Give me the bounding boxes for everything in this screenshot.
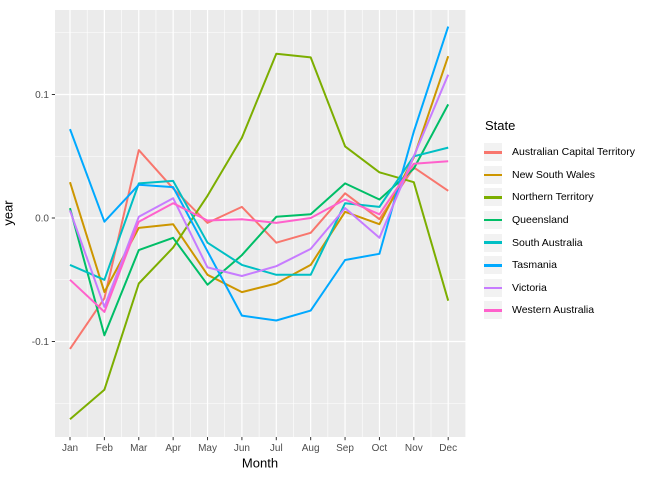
y-tick-label: 0.0 xyxy=(35,214,49,225)
legend-key-line xyxy=(484,309,502,312)
legend-item-label: Northern Territory xyxy=(512,191,594,204)
legend-key xyxy=(484,278,502,297)
legend-item-label: Queensland xyxy=(512,214,569,227)
x-tick-label: Jun xyxy=(234,443,250,454)
series-line-south-australia xyxy=(69,146,449,281)
series-line-victoria xyxy=(69,74,450,308)
y-axis-title: year xyxy=(0,200,16,226)
legend-item-label: New South Wales xyxy=(512,168,596,181)
legend-item: Tasmania xyxy=(484,254,635,277)
legend-item-label: Tasmania xyxy=(512,259,557,272)
x-tick-label: May xyxy=(198,443,217,454)
x-tick-label: Jan xyxy=(62,443,78,454)
x-tick-label: Dec xyxy=(439,443,457,454)
x-axis-title: Month xyxy=(241,455,279,471)
legend-key-line xyxy=(484,196,502,199)
legend-items: Australian Capital Territory New South Wa… xyxy=(484,141,635,322)
y-tick-label: 0.1 xyxy=(35,90,49,101)
legend-item-label: South Australia xyxy=(512,236,583,249)
x-tick-label: Nov xyxy=(405,443,423,454)
legend-key-line xyxy=(484,286,502,290)
legend-key-line xyxy=(484,151,502,154)
series-line-tasmania xyxy=(69,26,450,322)
legend-key-line xyxy=(484,173,502,177)
x-tick-label: Oct xyxy=(372,443,388,454)
legend-item: Victoria xyxy=(484,277,635,300)
legend-item-label: Australian Capital Territory xyxy=(512,146,635,159)
legend-key xyxy=(484,301,502,320)
legend-key xyxy=(484,211,502,230)
x-tick-label: Aug xyxy=(302,443,320,454)
plot-panel xyxy=(55,10,466,437)
legend-item-label: Victoria xyxy=(512,281,547,294)
series-line-australian-capital-territory xyxy=(69,149,449,350)
legend-key xyxy=(484,233,502,252)
y-tick-label: -0.1 xyxy=(32,337,50,348)
legend-key xyxy=(484,188,502,207)
legend-item: Queensland xyxy=(484,209,635,232)
x-tick-label: Mar xyxy=(130,443,148,454)
legend-item: Western Australia xyxy=(484,299,635,322)
legend-key xyxy=(484,165,502,184)
legend-item: Australian Capital Territory xyxy=(484,141,635,164)
x-tick-label: Sep xyxy=(336,443,354,454)
x-tick-label: Apr xyxy=(165,443,181,454)
series-line-western-australia xyxy=(69,160,449,313)
legend-key xyxy=(484,143,502,162)
legend: State Australian Capital Territory New So… xyxy=(484,118,635,322)
legend-key xyxy=(484,256,502,275)
legend-key-line xyxy=(484,264,502,267)
legend-title: State xyxy=(485,118,516,133)
legend-key-line xyxy=(484,241,502,244)
series-line-northern-territory xyxy=(69,52,450,421)
x-tick-label: Feb xyxy=(96,443,114,454)
legend-item: New South Wales xyxy=(484,164,635,187)
x-tick-label: Jul xyxy=(270,443,283,454)
series-line-queensland xyxy=(69,103,450,337)
legend-item-label: Western Australia xyxy=(512,304,595,317)
legend-key-line xyxy=(484,218,502,222)
legend-item: South Australia xyxy=(484,231,635,254)
legend-item: Northern Territory xyxy=(484,186,635,209)
